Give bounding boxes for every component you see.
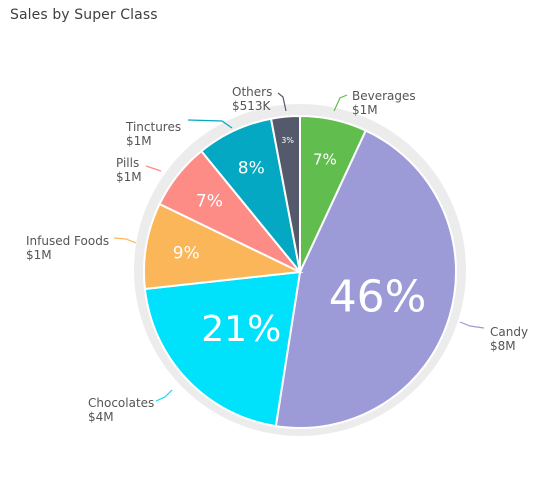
- value-label-candy: $8M: [490, 339, 516, 353]
- pie-slice-infused-foods[interactable]: [143, 202, 304, 291]
- value-label-beverages: $1M: [352, 103, 378, 117]
- value-label-pills: $1M: [116, 170, 142, 184]
- leader-line-others: [277, 92, 287, 112]
- pie-slice-others[interactable]: [269, 114, 301, 273]
- category-label-candy: Candy: [490, 325, 528, 339]
- leader-line-pills: [145, 165, 162, 172]
- pie-percent-label-chocolates: 21%: [201, 309, 281, 350]
- category-label-infused-foods: Infused Foods: [26, 234, 109, 248]
- value-label-tinctures: $1M: [126, 134, 152, 148]
- leader-line-beverages: [333, 94, 348, 112]
- pie-percent-label-pills: 7%: [196, 192, 223, 212]
- value-label-others: $513K: [232, 99, 272, 113]
- category-label-chocolates: Chocolates: [88, 396, 154, 410]
- value-label-chocolates: $4M: [88, 410, 114, 424]
- pie-percent-label-tinctures: 8%: [238, 159, 265, 179]
- pie-percent-label-infused-foods: 9%: [173, 244, 200, 264]
- chart-title: Sales by Super Class: [10, 7, 158, 23]
- category-label-pills: Pills: [116, 156, 139, 170]
- value-label-infused-foods: $1M: [26, 248, 52, 262]
- pie-percent-label-beverages: 7%: [313, 151, 337, 169]
- pie-slice-chocolates[interactable]: [143, 270, 302, 428]
- category-label-others: Others: [232, 85, 272, 99]
- leader-line-chocolates: [155, 389, 173, 402]
- pie-percent-label-candy: 46%: [329, 272, 427, 323]
- pie-percent-label-others: 3%: [281, 136, 294, 145]
- leader-line-infused-foods: [113, 237, 137, 244]
- leader-line-candy: [459, 321, 485, 329]
- category-label-tinctures: Tinctures: [125, 120, 181, 134]
- category-label-beverages: Beverages: [352, 89, 416, 103]
- pie-slice-candy[interactable]: [274, 129, 458, 429]
- leader-line-tinctures: [187, 119, 233, 129]
